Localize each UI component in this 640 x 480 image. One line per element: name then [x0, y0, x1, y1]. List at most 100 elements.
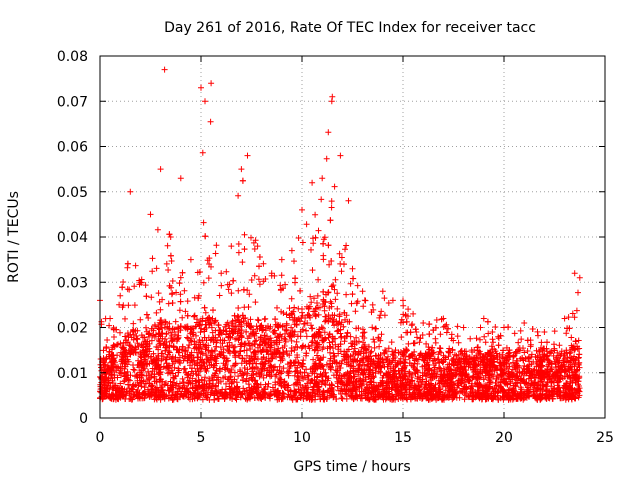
data-point: [576, 388, 583, 395]
data-point: [364, 361, 371, 368]
data-point: [271, 272, 278, 279]
data-point: [227, 386, 234, 393]
data-point: [232, 361, 239, 367]
data-point: [477, 370, 484, 377]
data-point: [569, 310, 576, 317]
data-point: [246, 333, 253, 339]
data-point: [238, 327, 245, 334]
data-point: [327, 217, 334, 224]
data-point: [360, 329, 367, 336]
data-point: [318, 196, 325, 203]
data-point: [192, 392, 198, 399]
data-point: [521, 368, 528, 375]
data-point: [251, 348, 258, 355]
data-point: [152, 323, 159, 330]
data-point: [350, 275, 357, 282]
data-point: [308, 325, 315, 332]
data-point: [521, 362, 528, 369]
data-point: [111, 343, 118, 350]
data-point: [376, 314, 383, 321]
data-point: [137, 351, 144, 358]
data-point: [212, 250, 219, 257]
data-point: [360, 339, 366, 346]
data-point: [450, 381, 456, 388]
data-point: [297, 333, 304, 340]
data-point: [106, 322, 113, 329]
data-point: [303, 221, 310, 228]
data-point: [293, 389, 300, 396]
data-point: [275, 324, 282, 331]
data-point: [212, 318, 218, 325]
data-point: [300, 357, 307, 364]
data-point: [241, 304, 248, 311]
data-point: [140, 334, 146, 341]
data-point: [187, 337, 194, 344]
data-point: [397, 355, 404, 362]
data-point: [290, 392, 297, 399]
data-point: [527, 343, 534, 350]
data-point: [304, 320, 311, 326]
data-point: [236, 321, 243, 328]
data-point: [179, 314, 186, 321]
data-point: [280, 310, 287, 316]
data-point: [360, 377, 367, 384]
data-point: [515, 346, 522, 353]
data-point: [484, 318, 491, 325]
data-point: [308, 246, 314, 253]
data-point: [326, 261, 333, 268]
data-point: [246, 291, 253, 298]
data-point: [494, 365, 501, 371]
data-point: [288, 348, 295, 355]
data-point: [454, 333, 461, 340]
data-point: [332, 341, 339, 348]
data-point: [306, 393, 313, 400]
data-point: [132, 381, 139, 388]
data-point: [475, 347, 481, 354]
data-point: [567, 349, 574, 356]
data-point: [334, 363, 341, 370]
data-point: [141, 384, 148, 391]
data-point: [414, 334, 420, 341]
data-point: [125, 376, 132, 383]
data-point: [254, 316, 261, 323]
data-point: [201, 343, 207, 350]
data-point: [490, 356, 497, 363]
data-point: [146, 380, 153, 387]
data-point: [347, 353, 354, 360]
data-point: [480, 353, 487, 360]
data-point: [426, 331, 433, 338]
data-point: [322, 335, 329, 342]
data-point: [518, 336, 525, 343]
data-point: [102, 371, 109, 378]
data-point: [320, 325, 326, 332]
data-point: [545, 357, 552, 364]
data-point: [243, 378, 249, 385]
data-point: [303, 327, 309, 334]
data-point: [146, 340, 153, 347]
data-point: [339, 357, 346, 364]
data-point: [191, 312, 198, 319]
data-point: [120, 345, 127, 352]
data-point: [510, 352, 517, 359]
data-point: [346, 318, 353, 325]
data-point: [423, 372, 430, 379]
data-point: [314, 300, 320, 306]
data-point: [334, 305, 341, 312]
data-point: [258, 396, 265, 402]
data-point: [362, 297, 369, 304]
data-point: [369, 324, 376, 331]
data-point: [482, 384, 489, 391]
data-point: [332, 296, 339, 303]
data-point: [512, 382, 519, 389]
data-point: [372, 370, 379, 377]
data-point: [288, 337, 295, 344]
data-point: [411, 382, 418, 389]
data-point: [252, 299, 259, 306]
data-point: [543, 383, 549, 389]
data-point: [102, 356, 109, 363]
data-point: [315, 311, 322, 318]
data-point: [139, 362, 146, 369]
data-point: [467, 335, 474, 342]
data-point: [195, 372, 202, 379]
data-point: [385, 300, 392, 306]
